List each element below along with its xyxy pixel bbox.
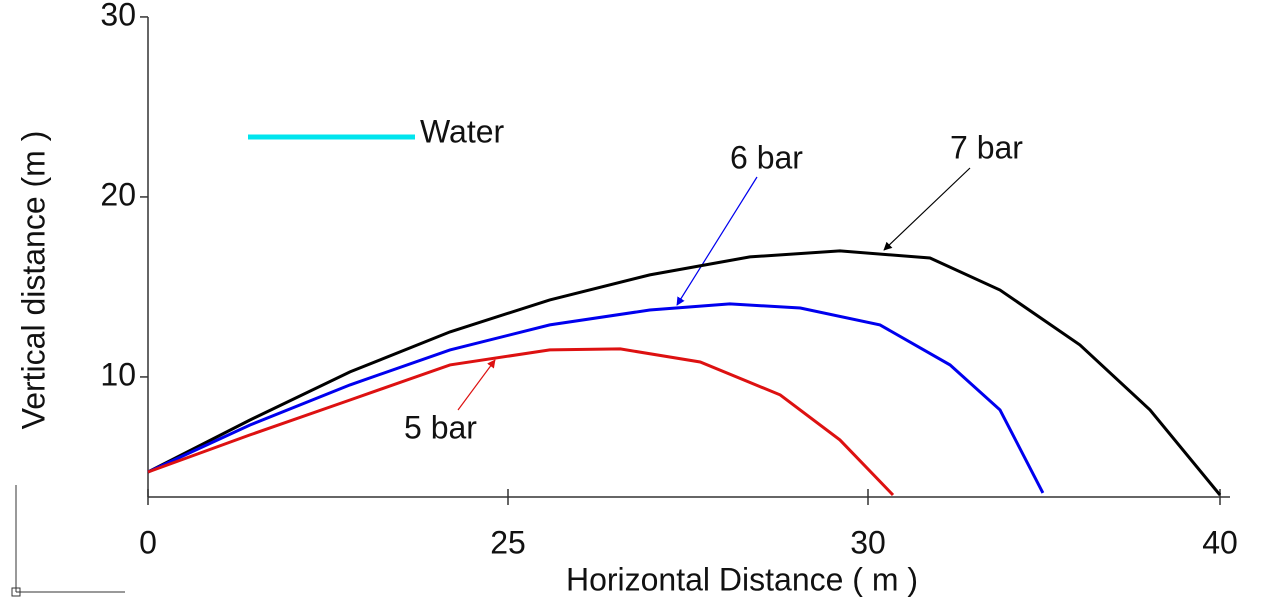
series-label: 5 bar [404, 409, 477, 445]
annotation-arrow [457, 359, 496, 411]
y-tick-label: 20 [100, 176, 136, 212]
x-tick-label: 30 [850, 524, 886, 560]
x-tick-label: 25 [490, 524, 526, 560]
series-line [147, 302, 1045, 494]
legend-label: Water [420, 113, 505, 149]
x-axis-title: Horizontal Distance ( m ) [566, 561, 918, 597]
x-tick-label: 40 [1202, 524, 1238, 560]
xy-icon [11, 485, 125, 597]
y-axis-title: Vertical distance (m ) [15, 131, 51, 430]
series-line [147, 347, 895, 497]
series-line [147, 249, 1222, 496]
y-tick-label: 30 [100, 0, 136, 32]
x-tick-label: 0 [139, 524, 157, 560]
series-label: 7 bar [950, 129, 1023, 165]
series-label: 6 bar [730, 139, 803, 175]
y-tick-label: 10 [100, 356, 136, 392]
annotation-arrow [676, 176, 758, 306]
annotation-arrow [883, 167, 971, 251]
